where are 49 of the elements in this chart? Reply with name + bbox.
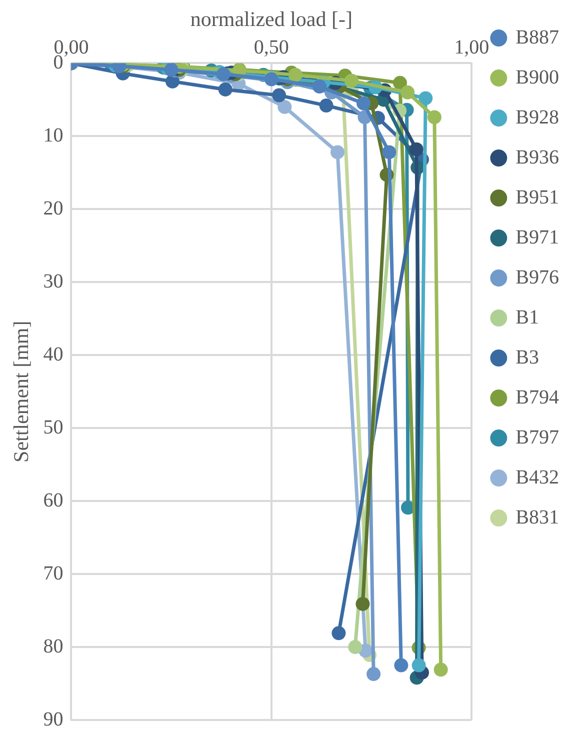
point	[312, 80, 326, 94]
point	[434, 662, 448, 677]
y-tick-label: 80	[43, 635, 64, 658]
x-axis-title: normalized load [-]	[190, 7, 352, 32]
point	[330, 145, 345, 160]
y-axis-title: Settlement [mm]	[9, 320, 34, 462]
legend-label: B794	[516, 386, 560, 408]
point	[344, 74, 359, 88]
point	[356, 96, 371, 110]
point	[382, 145, 396, 160]
y-tick-label: 50	[43, 416, 64, 438]
y-tick-label: 10	[43, 124, 64, 146]
legend-label: B887	[516, 26, 560, 48]
y-tick-label: 40	[43, 343, 64, 366]
legend-label: B3	[516, 346, 540, 368]
legend-label: B936	[516, 146, 560, 168]
point	[400, 85, 415, 100]
y-tick-label: 70	[43, 562, 64, 584]
x-tick-label: 0,50	[254, 36, 289, 58]
legend-label: B976	[516, 266, 560, 288]
point	[288, 68, 302, 82]
point	[418, 91, 433, 106]
y-tick-label: 20	[43, 197, 64, 220]
point	[356, 596, 370, 611]
y-tick-label: 60	[43, 489, 64, 512]
point	[319, 98, 334, 113]
legend-label: B971	[516, 226, 560, 248]
legend-label: B797	[516, 426, 560, 448]
point	[278, 100, 292, 114]
y-tick-label: 30	[43, 270, 64, 292]
point	[272, 88, 286, 102]
legend-label: B900	[516, 66, 560, 88]
legend-label: B831	[516, 506, 560, 528]
point	[366, 667, 381, 682]
point	[348, 640, 362, 654]
point	[427, 110, 442, 124]
point	[412, 658, 426, 672]
legend-label: B951	[516, 186, 560, 208]
point	[216, 67, 230, 82]
point	[332, 626, 346, 640]
legend-label: B928	[516, 106, 560, 128]
legend-label: B1	[516, 306, 540, 328]
y-tick-label: 90	[43, 708, 64, 730]
point	[392, 76, 407, 90]
point	[409, 142, 424, 156]
point	[218, 82, 232, 96]
x-tick-label: 1,00	[454, 36, 490, 58]
legend-label: B432	[516, 466, 560, 488]
point	[394, 658, 408, 672]
